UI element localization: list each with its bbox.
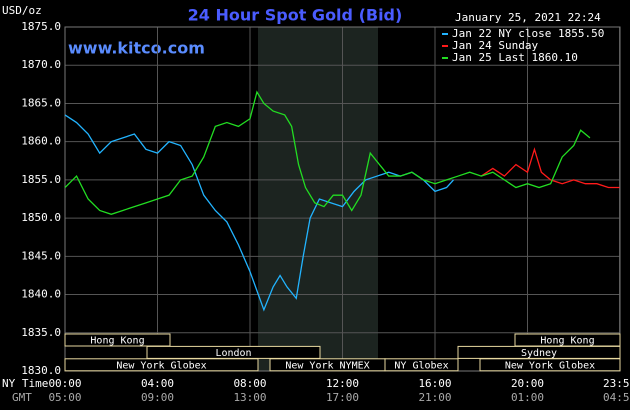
ny-session-shade: [258, 27, 378, 371]
y-tick-label: 1865.0: [21, 96, 61, 109]
ny-time-label: NY Time: [2, 377, 48, 390]
price-line: [64, 90, 591, 215]
y-tick-label: 1855.0: [21, 173, 61, 186]
session-label: Hong Kong: [540, 336, 594, 347]
y-tick-label: 1835.0: [21, 326, 61, 339]
x-tick-label: 23:59: [603, 377, 630, 390]
timestamp: January 25, 2021 22:24: [455, 11, 601, 24]
gmt-tick-label: 01:00: [511, 391, 544, 404]
legend-label: Jan 22 NY close 1855.50: [452, 27, 604, 40]
session-box: [384, 358, 459, 372]
watermark: www.kitco.com: [68, 39, 205, 58]
chart-title: 24 Hour Spot Gold (Bid): [188, 6, 403, 25]
x-tick-label: 00:00: [48, 377, 81, 390]
session-box: [479, 358, 621, 372]
y-tick-label: 1860.0: [21, 135, 61, 148]
session-label: NY Globex: [394, 360, 448, 371]
y-tick-label: 1870.0: [21, 58, 61, 71]
gmt-tick-label: 05:00: [48, 391, 81, 404]
session-label: New York Globex: [505, 360, 595, 371]
legend-label: Jan 24 Sunday: [452, 39, 538, 52]
y-tick-label: 1840.0: [21, 288, 61, 301]
session-label: Sydney: [521, 348, 557, 359]
price-line: [480, 147, 620, 189]
gmt-tick-label: 13:00: [233, 391, 266, 404]
unit-label: USD/oz: [2, 4, 42, 17]
gmt-tick-label: 17:00: [326, 391, 359, 404]
gmt-tick-label: 09:00: [141, 391, 174, 404]
session-box: [64, 358, 259, 372]
x-tick-label: 04:00: [141, 377, 174, 390]
y-tick-label: 1850.0: [21, 211, 61, 224]
session-label: Hong Kong: [90, 336, 144, 347]
session-label: New York NYMEX: [285, 360, 369, 371]
x-tick-label: 08:00: [233, 377, 266, 390]
gmt-tick-label: 04:59: [603, 391, 630, 404]
session-box: [64, 333, 171, 347]
gmt-label: GMT: [12, 391, 32, 404]
x-tick-label: 16:00: [418, 377, 451, 390]
y-tick-label: 1875.0: [21, 20, 61, 33]
y-tick-label: 1845.0: [21, 249, 61, 262]
x-tick-label: 12:00: [326, 377, 359, 390]
y-tick-label: 1830.0: [21, 364, 61, 377]
session-label: London: [215, 348, 251, 359]
session-label: New York Globex: [116, 360, 206, 371]
x-tick-label: 20:00: [511, 377, 544, 390]
gmt-tick-label: 21:00: [418, 391, 451, 404]
legend-label: Jan 25 Last 1860.10: [452, 51, 578, 64]
